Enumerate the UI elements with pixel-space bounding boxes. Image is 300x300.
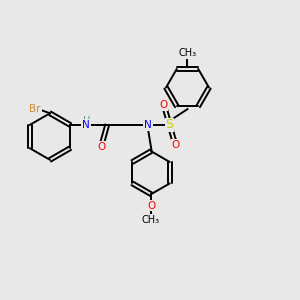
Text: N: N <box>82 120 89 130</box>
Text: Br: Br <box>29 104 41 114</box>
Text: O: O <box>171 140 180 150</box>
Text: S: S <box>166 118 174 131</box>
Text: N: N <box>144 120 152 130</box>
Text: CH₃: CH₃ <box>178 48 196 58</box>
Text: O: O <box>98 142 106 152</box>
Text: O: O <box>147 200 155 211</box>
Text: O: O <box>160 100 168 110</box>
Text: H: H <box>83 116 90 126</box>
Text: CH₃: CH₃ <box>142 214 160 225</box>
